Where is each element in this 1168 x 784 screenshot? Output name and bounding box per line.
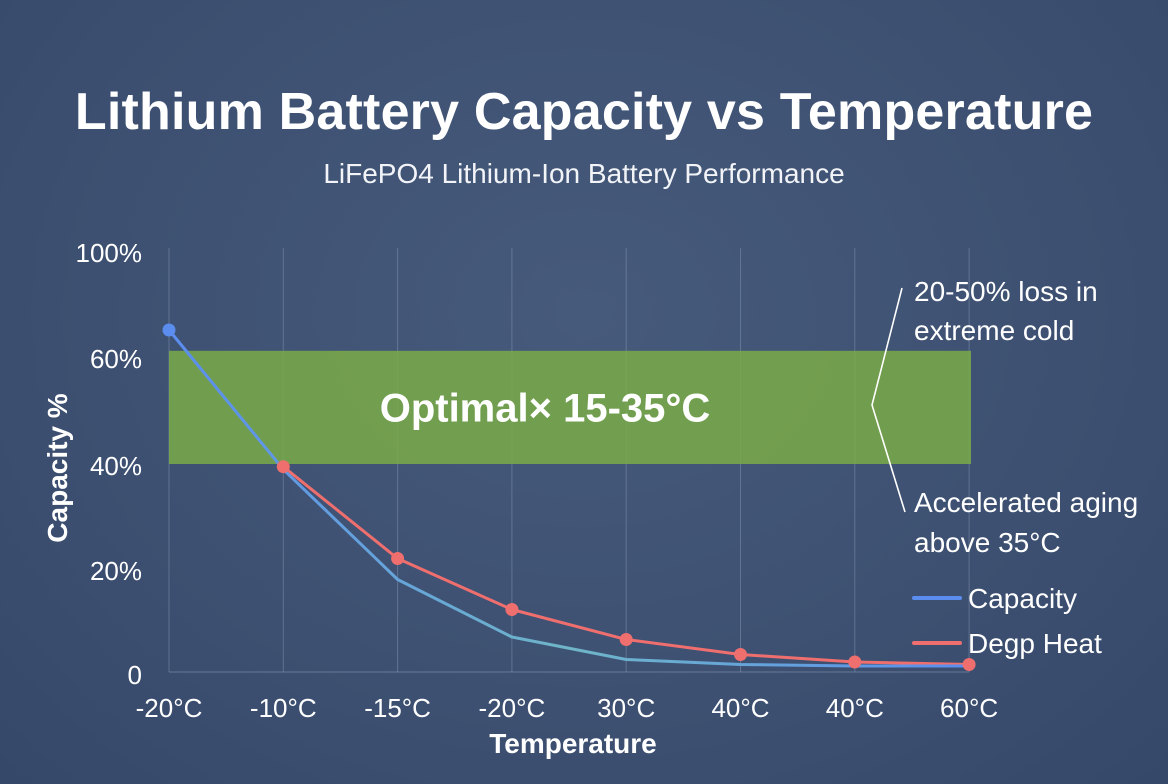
y-tick-label: 60% bbox=[90, 344, 142, 374]
y-tick-label: 100% bbox=[76, 238, 143, 268]
annotation-cold-line-2: extreme cold bbox=[914, 315, 1074, 346]
x-tick-label: 40°C bbox=[711, 693, 769, 723]
x-tick-label: 40°C bbox=[826, 693, 884, 723]
data-point-degp-heat bbox=[276, 460, 290, 474]
y-axis-title: Capacity % bbox=[42, 393, 73, 542]
data-point-degp-heat bbox=[391, 552, 405, 565]
series-markers bbox=[162, 323, 976, 671]
x-axis-title: Temperature bbox=[489, 728, 657, 759]
legend-label-degp-heat: Degp Heat bbox=[968, 628, 1102, 659]
x-tick-label: -20°C bbox=[479, 693, 546, 723]
annotation-heat-line-1: Accelerated aging bbox=[914, 487, 1138, 518]
data-point-degp-heat bbox=[619, 633, 633, 646]
chart-title: Lithium Battery Capacity vs Temperature bbox=[74, 83, 1094, 141]
chart-subtitle: LiFePO4 Lithium-Ion Battery Performance bbox=[323, 158, 845, 189]
y-tick-label: 0 bbox=[128, 660, 142, 690]
y-tick-labels: 100% 60% 40% 20% 0 bbox=[76, 238, 143, 690]
legend-label-capacity: Capacity bbox=[968, 583, 1077, 614]
annotation-bracket bbox=[871, 287, 906, 513]
series-line-capacity bbox=[167, 328, 971, 668]
data-point-degp-heat bbox=[505, 603, 519, 616]
x-tick-labels: -20°C -10°C -15°C -20°C 30°C 40°C 40°C 6… bbox=[136, 693, 999, 723]
data-point-degp-heat bbox=[848, 655, 862, 669]
data-point-degp-heat bbox=[734, 648, 747, 661]
x-tick-label: -15°C bbox=[364, 693, 431, 723]
y-tick-label: 20% bbox=[90, 556, 142, 586]
optimal-band bbox=[169, 350, 971, 464]
x-tick-label: -20°C bbox=[136, 693, 203, 723]
data-point-degp-heat bbox=[962, 658, 976, 671]
annotation-heat-line-2: above 35°C bbox=[914, 527, 1061, 558]
optimal-band-label: Optimal× 15-35°C bbox=[380, 386, 711, 430]
x-tick-label: -10°C bbox=[250, 693, 317, 723]
y-tick-label: 40% bbox=[90, 451, 142, 481]
chart-legend: Capacity Degp Heat bbox=[912, 583, 1102, 659]
annotation-cold-line-1: 20-50% loss in bbox=[914, 276, 1098, 307]
x-tick-label: 60°C bbox=[940, 693, 998, 723]
data-point-capacity bbox=[162, 323, 176, 337]
x-tick-label: 30°C bbox=[597, 693, 655, 723]
